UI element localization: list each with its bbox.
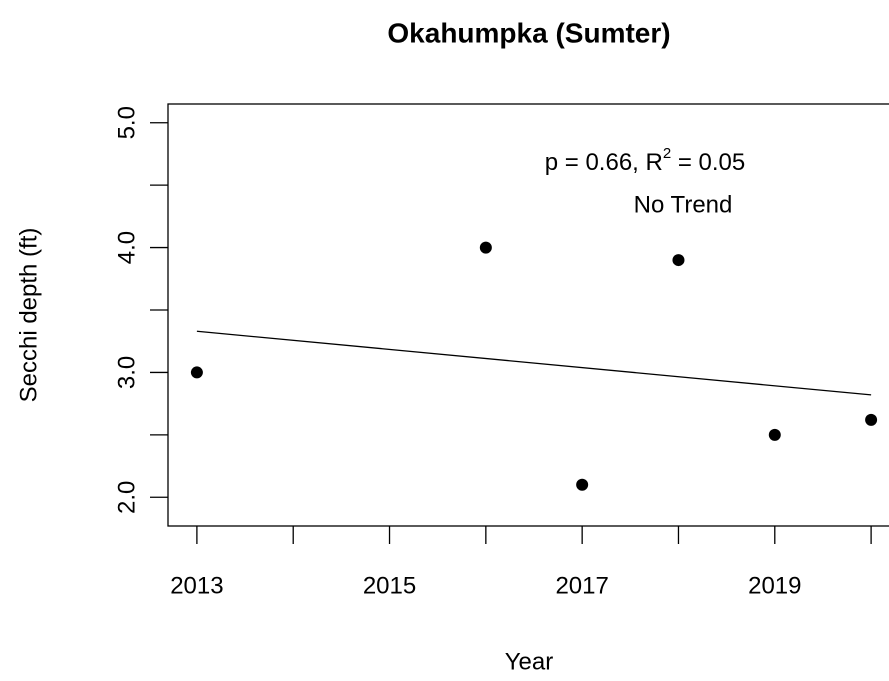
trend-line [196, 330, 872, 396]
data-point [190, 366, 203, 379]
data-point [479, 241, 492, 254]
y-tick-label: 4.0 [113, 231, 140, 264]
stat-superscript: 2 [663, 145, 671, 162]
x-tick-label: 2019 [748, 572, 801, 599]
data-point [672, 254, 685, 267]
y-tick-label: 5.0 [113, 106, 140, 139]
chart-title: Okahumpka (Sumter) [387, 17, 670, 48]
stat-annotation: p = 0.66, R2 = 0.05 [545, 145, 745, 176]
data-point [576, 478, 589, 491]
data-point [768, 428, 781, 441]
data-point [865, 413, 878, 426]
trend-annotation: No Trend [634, 191, 733, 218]
stat-text-end: = 0.05 [671, 149, 745, 176]
x-axis-label: Year [505, 648, 554, 675]
y-axis-label: Secchi depth (ft) [15, 228, 42, 403]
plot-box [167, 103, 889, 527]
x-tick-label: 2017 [555, 572, 608, 599]
y-tick-label: 3.0 [113, 356, 140, 389]
y-tick-label: 2.0 [113, 481, 140, 514]
stat-text: p = 0.66, R [545, 149, 663, 176]
x-tick-label: 2015 [363, 572, 416, 599]
x-tick-label: 2013 [170, 572, 223, 599]
